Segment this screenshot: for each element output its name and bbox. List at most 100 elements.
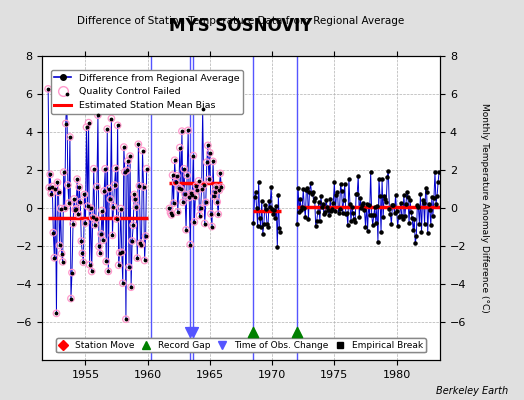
Point (214, 211, 222, 218)
Point (48, 183, 57, 190)
Point (185, 194, 193, 201)
Point (260, 221, 268, 227)
Point (203, 159, 211, 165)
Point (293, 328, 301, 335)
Point (213, 199, 221, 205)
Point (184, 127, 192, 134)
Point (293, 221, 301, 227)
Point (57, 205, 65, 212)
Point (215, 187, 223, 194)
Point (375, 176, 383, 182)
Point (210, 193, 219, 200)
Point (169, 200, 178, 206)
Point (217, 184, 225, 190)
Point (390, 210, 399, 216)
Point (304, 216, 313, 222)
Point (310, 198, 318, 205)
Point (62, 120, 70, 127)
Point (53, 179, 62, 186)
Point (273, 244, 281, 250)
Point (361, 206, 369, 213)
Point (186, 241, 194, 248)
Point (184, 127, 192, 134)
Point (361, 223, 369, 230)
Point (108, 232, 117, 238)
Point (216, 170, 224, 176)
Point (396, 213, 404, 219)
Point (176, 144, 184, 151)
Point (170, 157, 179, 164)
Point (432, 200, 440, 207)
Point (397, 200, 405, 206)
Point (103, 126, 112, 132)
Point (69, 221, 77, 227)
Point (294, 185, 302, 191)
Point (388, 202, 397, 208)
Point (398, 213, 406, 220)
Point (135, 183, 144, 189)
Point (326, 196, 334, 202)
Point (179, 199, 187, 206)
Point (54, 189, 63, 196)
Point (108, 232, 117, 238)
Point (124, 158, 132, 164)
Point (359, 200, 368, 206)
Point (414, 204, 422, 210)
Point (112, 165, 120, 172)
Point (61, 205, 69, 212)
Point (178, 128, 186, 134)
Point (62, 120, 70, 127)
Point (136, 240, 145, 246)
Point (201, 220, 209, 227)
Point (98, 207, 106, 214)
Point (137, 241, 146, 248)
Point (399, 216, 407, 223)
Point (392, 208, 401, 214)
Point (169, 200, 178, 206)
Point (178, 128, 186, 134)
Point (422, 189, 431, 196)
Point (313, 209, 322, 215)
Point (214, 211, 222, 218)
Point (114, 262, 123, 268)
Point (97, 231, 105, 237)
Point (335, 206, 344, 212)
Point (115, 250, 124, 256)
Point (123, 167, 131, 174)
Point (143, 166, 151, 172)
Point (47, 190, 56, 197)
Point (345, 176, 353, 182)
Point (194, 178, 203, 184)
Point (319, 201, 327, 208)
Point (423, 230, 432, 236)
Point (125, 264, 133, 270)
Point (102, 258, 111, 265)
Point (207, 211, 215, 217)
Point (181, 191, 189, 198)
Point (353, 191, 362, 198)
Point (413, 202, 421, 208)
Point (181, 191, 189, 198)
Point (271, 214, 279, 221)
Point (119, 144, 128, 150)
Point (189, 152, 198, 159)
Point (79, 259, 88, 266)
Point (187, 190, 195, 196)
Point (372, 220, 380, 226)
Point (417, 229, 425, 236)
Point (84, 120, 93, 126)
Point (182, 226, 190, 233)
Point (351, 219, 359, 226)
Point (82, 124, 91, 130)
Point (192, 182, 201, 189)
Point (89, 214, 97, 221)
Point (183, 172, 191, 178)
Point (100, 188, 108, 194)
Point (60, 169, 68, 175)
Point (46, 171, 54, 178)
Point (112, 165, 120, 172)
Point (299, 186, 308, 193)
Point (50, 254, 59, 261)
Point (265, 198, 273, 204)
Point (207, 211, 215, 217)
